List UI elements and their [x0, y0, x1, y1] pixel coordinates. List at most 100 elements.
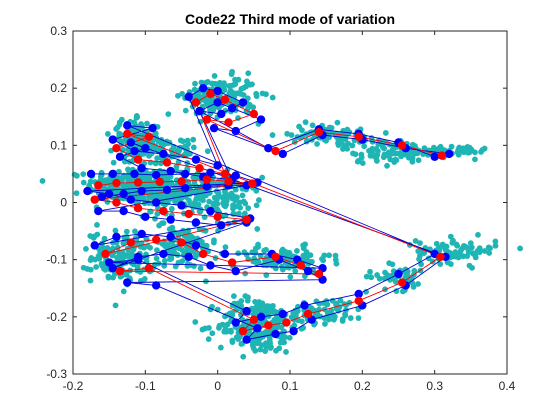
sample-point	[162, 176, 169, 182]
sample-point	[472, 156, 478, 163]
sample-point	[455, 149, 462, 156]
mode-minus-marker	[97, 192, 107, 201]
sample-point	[222, 244, 229, 251]
mean-marker	[112, 143, 121, 153]
x-tick-label: -0.2	[63, 379, 84, 393]
sample-point	[176, 147, 182, 154]
mean-marker	[90, 195, 99, 204]
sample-point	[167, 173, 174, 180]
sample-point	[240, 198, 247, 205]
sample-point	[252, 347, 259, 354]
sample-point	[148, 144, 154, 151]
sample-point	[363, 273, 370, 280]
mode-plus-marker	[90, 241, 99, 250]
sample-point	[185, 141, 192, 147]
y-tick-label: -0.3	[46, 367, 67, 381]
sample-point	[233, 99, 240, 106]
mode-minus-marker	[217, 221, 226, 230]
x-tick-label: -0.1	[135, 379, 156, 393]
sample-point	[373, 154, 379, 161]
sample-point	[192, 253, 199, 260]
mode-plus-line	[87, 87, 436, 324]
mean-marker	[123, 129, 132, 139]
sample-point	[126, 254, 132, 261]
sample-point	[197, 265, 204, 272]
sample-point	[226, 83, 232, 89]
sample-point	[259, 174, 266, 181]
sample-point	[253, 259, 260, 266]
sample-point	[179, 90, 186, 97]
mean-marker	[397, 141, 407, 150]
mode-minus-marker	[119, 189, 128, 199]
mode-minus-marker	[213, 98, 222, 107]
mode-minus-marker	[151, 281, 161, 290]
mode-plus-marker	[123, 121, 132, 130]
sample-point	[492, 238, 499, 245]
mean-marker	[133, 178, 143, 187]
sample-point	[337, 297, 344, 304]
mode-minus-marker	[119, 206, 128, 216]
sample-point	[342, 312, 349, 319]
sample-point	[161, 257, 168, 264]
sample-point	[312, 311, 319, 318]
mean-marker	[112, 198, 121, 207]
sample-point	[269, 132, 276, 138]
sample-point	[344, 145, 351, 152]
sample-point	[80, 264, 87, 271]
mode-plus-marker	[206, 168, 215, 177]
sample-point	[229, 339, 236, 345]
sample-point	[94, 222, 100, 228]
sample-point	[417, 240, 423, 246]
sample-point	[239, 192, 246, 199]
sample-point	[393, 288, 400, 294]
sample-point	[283, 250, 290, 257]
mean-marker	[436, 252, 445, 262]
sample-point	[481, 145, 488, 152]
sample-point	[334, 119, 341, 126]
sample-point	[292, 268, 299, 274]
sample-point	[460, 253, 467, 260]
mode-plus-marker	[180, 169, 190, 179]
mean-marker	[242, 215, 251, 224]
sample-point	[368, 274, 375, 281]
mode-minus-marker	[303, 266, 313, 276]
mode-plus-marker	[159, 149, 168, 159]
mean-marker	[224, 118, 233, 127]
sample-point	[390, 146, 396, 153]
sample-point	[137, 194, 144, 201]
sample-point	[190, 189, 197, 195]
sample-point	[253, 202, 260, 209]
sample-point	[166, 226, 173, 233]
mean-marker	[126, 238, 136, 247]
sample-point	[238, 341, 245, 347]
sample-point	[205, 336, 212, 343]
sample-point	[97, 173, 104, 180]
mean-marker	[101, 249, 110, 259]
sample-point	[206, 190, 213, 196]
x-tick-label: 0.2	[354, 379, 371, 393]
mean-marker	[133, 155, 143, 164]
sample-point	[123, 228, 130, 235]
mean-line	[94, 93, 443, 332]
sample-point	[257, 305, 263, 311]
mode-plus-marker	[177, 201, 186, 210]
sample-point	[276, 345, 283, 352]
sample-point	[211, 73, 218, 79]
sample-point	[222, 327, 228, 334]
mean-marker	[213, 212, 222, 221]
chart-title: Code22 Third mode of variation	[185, 11, 395, 27]
mode-minus-marker	[115, 152, 125, 161]
sample-point	[382, 269, 388, 276]
mode-plus-marker	[206, 206, 215, 216]
sample-point	[221, 201, 228, 208]
mean-marker	[155, 177, 164, 187]
sample-point	[199, 326, 206, 333]
sample-point	[347, 315, 354, 321]
sample-point	[418, 261, 425, 268]
axis-ticks: -0.2 -0.1 0 0.1 0.2 0.3 0.4-0.3-0.2-0.100.10.2…	[46, 24, 515, 393]
sample-point	[409, 155, 416, 162]
sample-point	[411, 150, 418, 157]
mode-minus-marker	[202, 182, 212, 191]
sample-point	[232, 186, 239, 193]
mode-plus-marker	[191, 155, 201, 164]
